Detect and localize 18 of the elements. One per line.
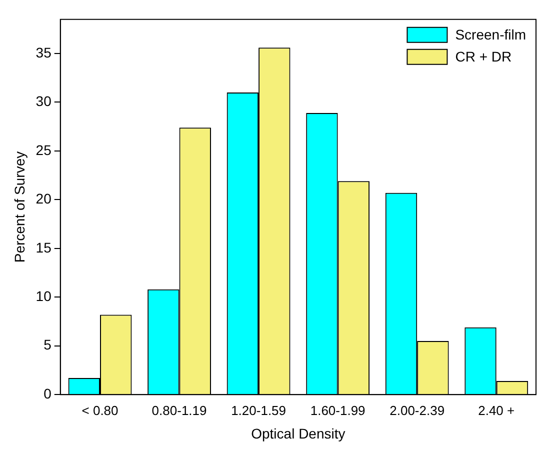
y-tick-label: 0 [44,385,52,402]
x-tick-label: 1.60-1.99 [310,402,366,418]
y-tick-label: 35 [36,44,52,60]
x-tick-label: 2.40 + [478,402,515,418]
y-tick-label: 15 [36,239,52,256]
y-tick-label: 25 [36,142,52,158]
legend-label: CR + DR [455,48,512,64]
x-tick-label: 1.20-1.59 [231,402,286,418]
y-tick-label: 20 [36,190,52,207]
y-tick-label: 10 [36,288,52,304]
x-tick-label: 0.80-1.19 [152,402,207,418]
y-axis-title: Percent of Survey [11,151,28,263]
y-tick-label: 5 [44,336,52,353]
legend-label: Screen-film [455,26,526,42]
x-tick-label: < 0.80 [82,402,118,418]
x-axis-title: Optical Density [251,425,346,442]
x-tick-label: 2.00-2.39 [390,402,445,418]
y-tick-label: 30 [36,93,52,110]
